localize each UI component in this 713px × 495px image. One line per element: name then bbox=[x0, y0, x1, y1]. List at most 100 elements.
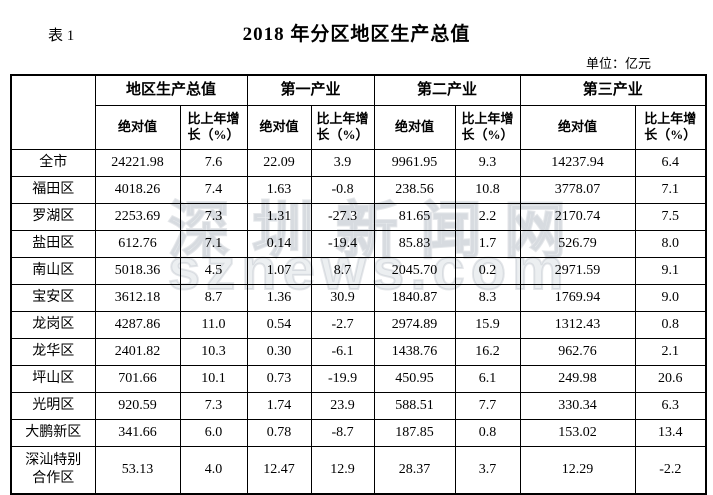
value-cell: 53.13 bbox=[94, 445, 181, 495]
value-cell: 3778.07 bbox=[519, 175, 636, 204]
value-cell: 1312.43 bbox=[519, 310, 636, 339]
value-cell: 13.4 bbox=[634, 418, 707, 447]
group-header-row: 地区生产总值 第一产业 第二产业 第三产业 bbox=[10, 74, 707, 150]
value-cell: 1.07 bbox=[246, 256, 312, 285]
value-cell: 1.31 bbox=[246, 202, 312, 231]
table-row: 大鹏新区 341.66 6.0 0.78 -8.7 187.85 0.8 153.02 13.4 bbox=[10, 418, 707, 447]
sub-header-absolute: 绝对值 bbox=[94, 104, 181, 150]
value-cell: 8.7 bbox=[179, 283, 248, 312]
value-cell: 0.8 bbox=[634, 310, 707, 339]
value-cell: 2045.70 bbox=[373, 256, 456, 285]
value-cell: 6.0 bbox=[179, 418, 248, 447]
value-cell: 7.7 bbox=[454, 391, 521, 420]
value-cell: 7.5 bbox=[634, 202, 707, 231]
value-cell: -27.3 bbox=[310, 202, 375, 231]
group-header-primary: 第一产业 bbox=[246, 74, 375, 106]
value-cell: 8.0 bbox=[634, 229, 707, 258]
value-cell: 5018.36 bbox=[94, 256, 181, 285]
value-cell: 23.9 bbox=[310, 391, 375, 420]
value-cell: 11.0 bbox=[179, 310, 248, 339]
value-cell: 249.98 bbox=[519, 364, 636, 393]
region-column-header bbox=[10, 74, 96, 150]
value-cell: -2.7 bbox=[310, 310, 375, 339]
value-cell: 1840.87 bbox=[373, 283, 456, 312]
value-cell: 7.1 bbox=[179, 229, 248, 258]
value-cell: 612.76 bbox=[94, 229, 181, 258]
value-cell: 3.7 bbox=[454, 445, 521, 495]
region-cell: 福田区 bbox=[10, 175, 96, 204]
sub-header-growth: 比上年增长（%） bbox=[310, 104, 375, 150]
value-cell: 7.3 bbox=[179, 202, 248, 231]
group-header-tertiary: 第三产业 bbox=[519, 74, 707, 106]
value-cell: 920.59 bbox=[94, 391, 181, 420]
value-cell: 12.29 bbox=[519, 445, 636, 495]
table-row: 深汕特别合作区 53.13 4.0 12.47 12.9 28.37 3.7 12.29 -2.… bbox=[10, 445, 707, 495]
table-number-label: 表 1 bbox=[48, 28, 75, 44]
table-row: 宝安区 3612.18 8.7 1.36 30.9 1840.87 8.3 1769.94 9.… bbox=[10, 283, 707, 312]
value-cell: 2.2 bbox=[454, 202, 521, 231]
value-cell: 962.76 bbox=[519, 337, 636, 366]
table-row: 光明区 920.59 7.3 1.74 23.9 588.51 7.7 330.34 6.3 bbox=[10, 391, 707, 420]
value-cell: 7.6 bbox=[179, 148, 248, 177]
value-cell: 10.8 bbox=[454, 175, 521, 204]
value-cell: 85.83 bbox=[373, 229, 456, 258]
value-cell: 588.51 bbox=[373, 391, 456, 420]
value-cell: 28.37 bbox=[373, 445, 456, 495]
region-cell: 罗湖区 bbox=[10, 202, 96, 231]
value-cell: 0.30 bbox=[246, 337, 312, 366]
sub-header-absolute: 绝对值 bbox=[246, 104, 312, 150]
value-cell: -8.7 bbox=[310, 418, 375, 447]
region-cell: 全市 bbox=[10, 148, 96, 177]
value-cell: -2.2 bbox=[634, 445, 707, 495]
value-cell: 12.9 bbox=[310, 445, 375, 495]
group-header-secondary: 第二产业 bbox=[373, 74, 521, 106]
sub-header-growth: 比上年增长（%） bbox=[179, 104, 248, 150]
region-cell: 宝安区 bbox=[10, 283, 96, 312]
value-cell: 1769.94 bbox=[519, 283, 636, 312]
table-body: 全市 24221.98 7.6 22.09 3.9 9961.95 9.3 14237.94 6… bbox=[10, 148, 707, 495]
value-cell: -6.1 bbox=[310, 337, 375, 366]
value-cell: 2401.82 bbox=[94, 337, 181, 366]
table-row: 全市 24221.98 7.6 22.09 3.9 9961.95 9.3 14237.94 6… bbox=[10, 148, 707, 177]
value-cell: 0.54 bbox=[246, 310, 312, 339]
value-cell: 22.09 bbox=[246, 148, 312, 177]
gdp-table: 地区生产总值 第一产业 第二产业 第三产业 绝对值 比上年增长（%） 绝对值 比… bbox=[10, 74, 708, 495]
value-cell: 2971.59 bbox=[519, 256, 636, 285]
value-cell: 8.7 bbox=[310, 256, 375, 285]
region-cell: 龙华区 bbox=[10, 337, 96, 366]
value-cell: 16.2 bbox=[454, 337, 521, 366]
table-row: 福田区 4018.26 7.4 1.63 -0.8 238.56 10.8 3778.07 7.… bbox=[10, 175, 707, 204]
value-cell: 1438.76 bbox=[373, 337, 456, 366]
value-cell: 6.3 bbox=[634, 391, 707, 420]
value-cell: -19.4 bbox=[310, 229, 375, 258]
sub-header-growth: 比上年增长（%） bbox=[454, 104, 521, 150]
value-cell: 7.3 bbox=[179, 391, 248, 420]
value-cell: 341.66 bbox=[94, 418, 181, 447]
value-cell: 3.9 bbox=[310, 148, 375, 177]
value-cell: 10.3 bbox=[179, 337, 248, 366]
value-cell: 10.1 bbox=[179, 364, 248, 393]
value-cell: 4.5 bbox=[179, 256, 248, 285]
value-cell: 24221.98 bbox=[94, 148, 181, 177]
value-cell: 20.6 bbox=[634, 364, 707, 393]
group-header-gdp: 地区生产总值 bbox=[94, 74, 248, 106]
value-cell: 238.56 bbox=[373, 175, 456, 204]
value-cell: 12.47 bbox=[246, 445, 312, 495]
value-cell: 9.0 bbox=[634, 283, 707, 312]
value-cell: 81.65 bbox=[373, 202, 456, 231]
sub-header-absolute: 绝对值 bbox=[373, 104, 456, 150]
table-row: 龙华区 2401.82 10.3 0.30 -6.1 1438.76 16.2 962.76 2… bbox=[10, 337, 707, 366]
value-cell: 8.3 bbox=[454, 283, 521, 312]
value-cell: 7.1 bbox=[634, 175, 707, 204]
table-row: 罗湖区 2253.69 7.3 1.31 -27.3 81.65 2.2 2170.74 7.5 bbox=[10, 202, 707, 231]
value-cell: 2974.89 bbox=[373, 310, 456, 339]
value-cell: 7.4 bbox=[179, 175, 248, 204]
value-cell: 1.74 bbox=[246, 391, 312, 420]
value-cell: 9.1 bbox=[634, 256, 707, 285]
value-cell: 0.2 bbox=[454, 256, 521, 285]
unit-label: 单位：亿元 bbox=[585, 56, 651, 71]
region-cell: 坪山区 bbox=[10, 364, 96, 393]
table-row: 南山区 5018.36 4.5 1.07 8.7 2045.70 0.2 2971.59 9.1 bbox=[10, 256, 707, 285]
table-row: 龙岗区 4287.86 11.0 0.54 -2.7 2974.89 15.9 1312.43… bbox=[10, 310, 707, 339]
value-cell: -19.9 bbox=[310, 364, 375, 393]
